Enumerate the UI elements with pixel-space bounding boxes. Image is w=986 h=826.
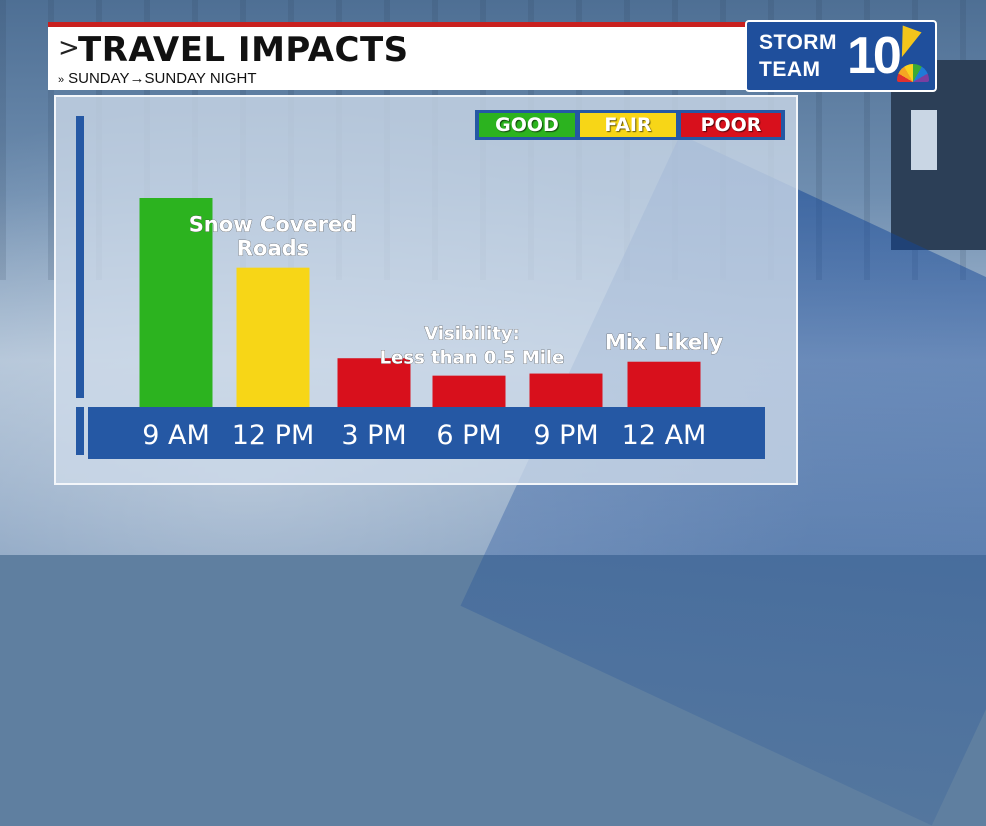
legend-label-good: GOOD xyxy=(495,114,559,136)
bar-6-pm xyxy=(432,375,506,407)
legend-item-good: GOOD xyxy=(479,113,575,137)
panel-accent-bar-lower xyxy=(76,407,84,455)
bar-annotation: Less than 0.5 Mile xyxy=(380,348,565,369)
page-title: TRAVEL IMPACTS xyxy=(78,30,409,70)
x-tick-label: 12 AM xyxy=(622,420,707,451)
subtitle-text: SUNDAY→SUNDAY NIGHT xyxy=(68,70,257,87)
legend-label-poor: POOR xyxy=(700,114,762,136)
bar-12-am xyxy=(627,361,701,407)
bar-annotation: Snow Covered xyxy=(189,213,358,237)
travel-impact-chart: 9 AM 12 PM 3 PM 6 PM 9 PM 12 AM Snow CoveredRo… xyxy=(139,198,724,451)
bar-9-am xyxy=(139,198,213,407)
legend-item-fair: FAIR xyxy=(580,113,676,137)
legend: GOOD FAIR POOR xyxy=(475,110,785,140)
subtitle: » SUNDAY→SUNDAY NIGHT xyxy=(58,70,256,87)
bar-annotation: Mix Likely xyxy=(605,331,723,355)
x-tick-label: 9 AM xyxy=(142,420,210,451)
bar-9-pm xyxy=(529,373,603,407)
x-tick-label: 9 PM xyxy=(533,420,598,451)
bar-12-pm xyxy=(236,267,310,407)
x-axis-band xyxy=(88,407,765,459)
logo-number: 10 xyxy=(847,27,902,85)
legend-label-fair: FAIR xyxy=(604,114,652,136)
x-tick-label: 3 PM xyxy=(341,420,406,451)
bar-3-pm xyxy=(337,358,411,407)
logo-line2: TEAM xyxy=(759,58,821,81)
bar-annotation: Visibility: xyxy=(424,324,520,345)
title-bar: > TRAVEL IMPACTS » SUNDAY→SUNDAY NIGHT xyxy=(48,22,748,90)
title-arrow-icon: > xyxy=(58,33,80,63)
legend-item-poor: POOR xyxy=(681,113,781,137)
logo-line1: STORM xyxy=(759,31,837,54)
bar-annotation: Roads xyxy=(237,237,309,261)
x-tick-label: 12 PM xyxy=(232,420,315,451)
double-chevron-icon: » xyxy=(58,74,65,86)
x-tick-label: 6 PM xyxy=(436,420,501,451)
panel-accent-bar xyxy=(76,116,84,398)
peacock-icon xyxy=(897,64,929,82)
station-logo: STORM TEAM 10 xyxy=(745,20,937,92)
